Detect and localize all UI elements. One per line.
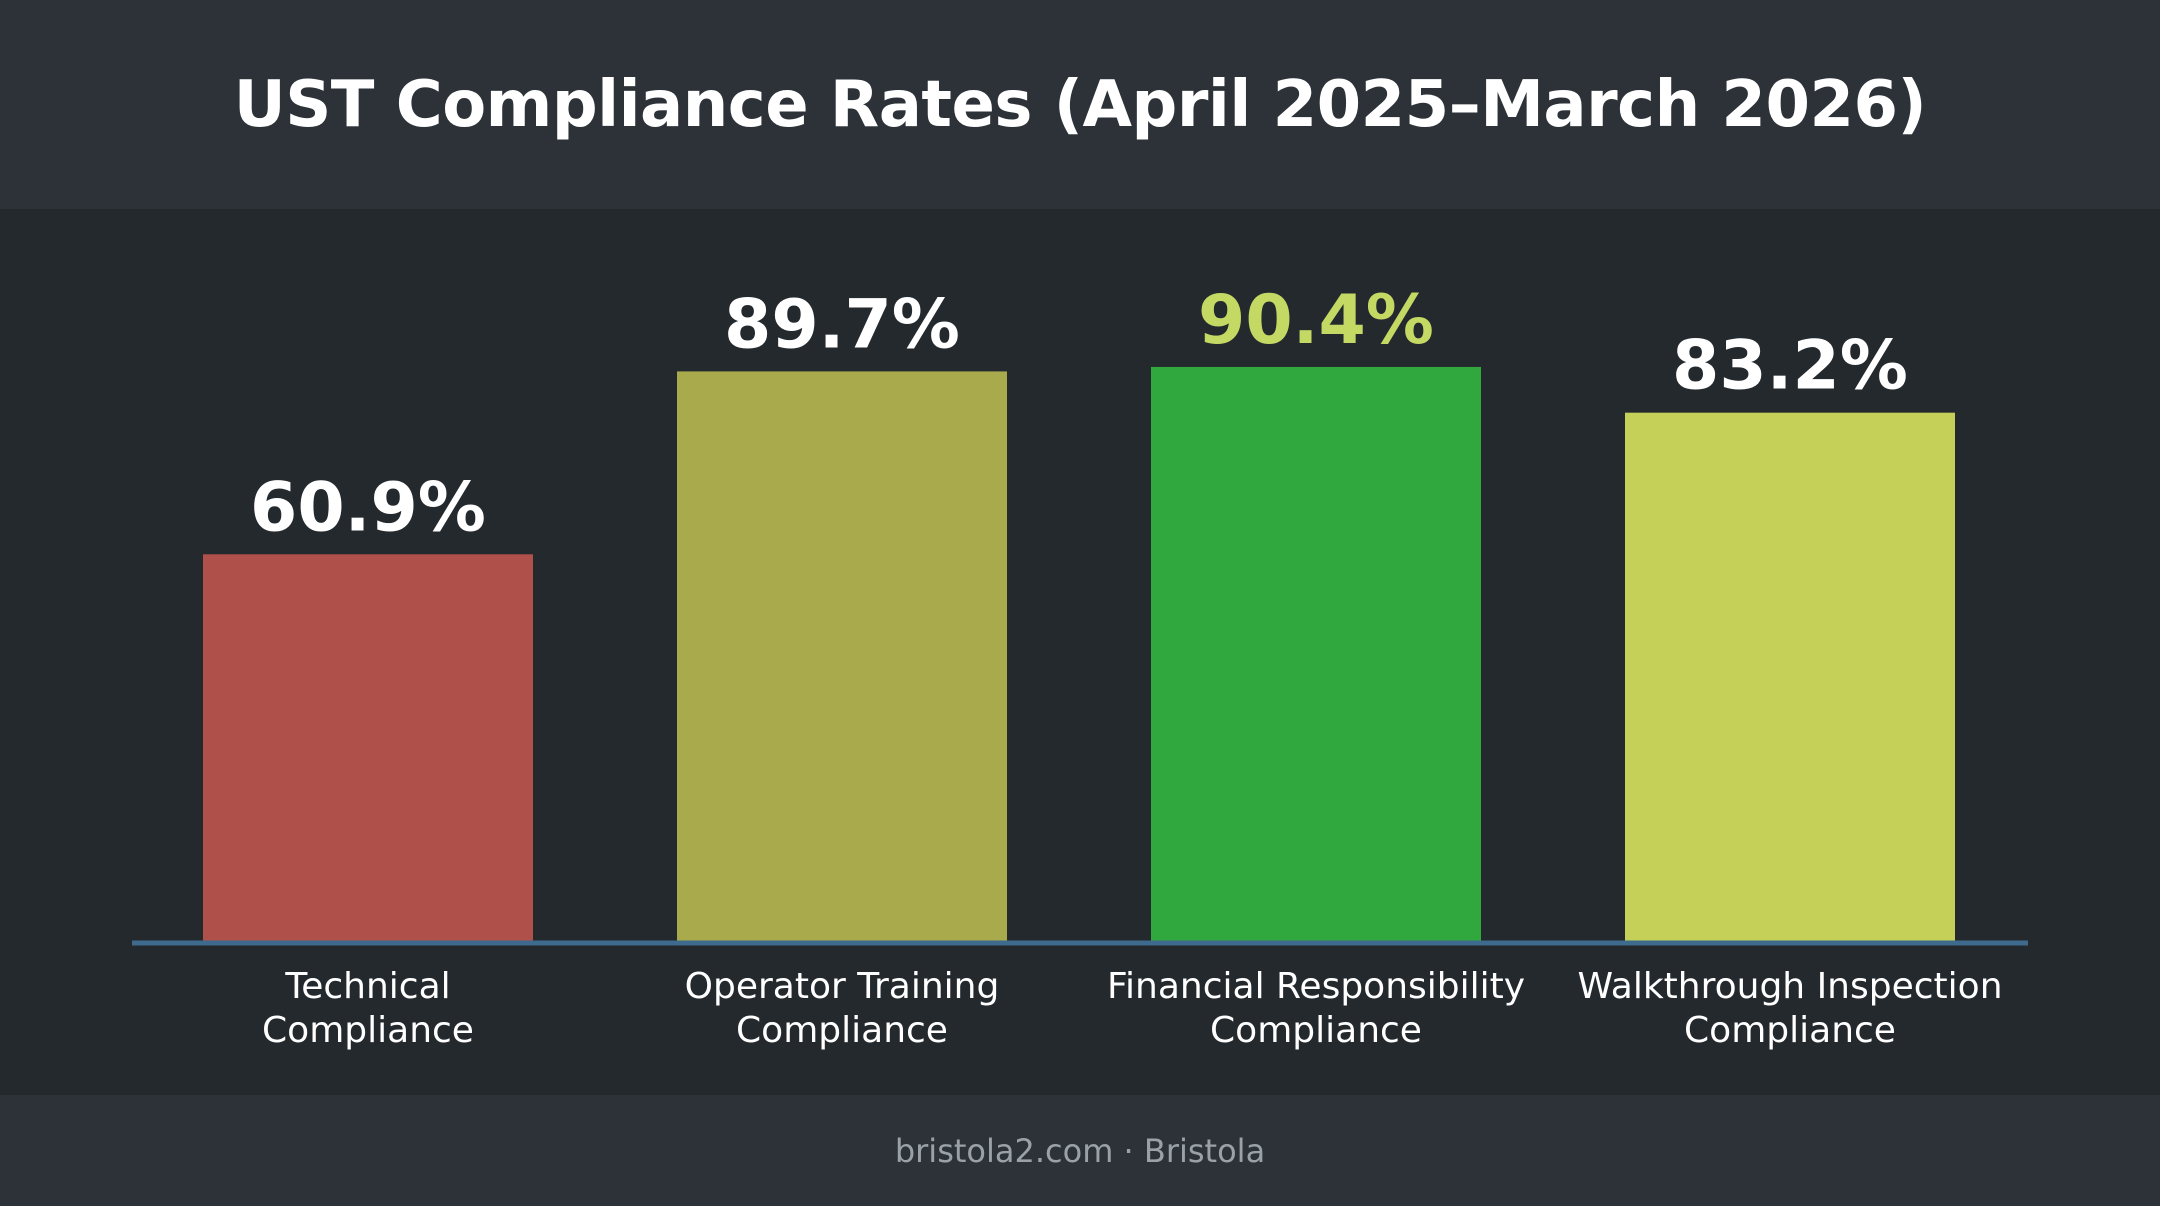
bar-2: [677, 371, 1007, 941]
chart-footer: bristola2.com · Bristola: [0, 1095, 2160, 1206]
bar-1: [203, 554, 533, 941]
data-label-2: 89.7%: [724, 285, 960, 364]
bar-3: [1151, 366, 1481, 941]
bar-4: [1625, 412, 1955, 941]
category-label-3: Financial Responsibility Compliance: [1107, 966, 1525, 1051]
category-label-4: Walkthrough Inspection Compliance: [1577, 966, 2002, 1051]
data-label-1: 60.9%: [250, 468, 486, 547]
chart-header: UST Compliance Rates (April 2025–March 2…: [0, 0, 2160, 209]
plot-area: 60.9% Technical Compliance 89.7% Operator Tr…: [0, 209, 2160, 1095]
category-label-1: Technical Compliance: [262, 966, 474, 1051]
footer-credit: bristola2.com · Bristola: [894, 1131, 1266, 1170]
data-label-3: 90.4%: [1198, 281, 1434, 360]
category-label-2: Operator Training Compliance: [685, 966, 1000, 1051]
data-label-4: 83.2%: [1672, 327, 1908, 406]
chart-title: UST Compliance Rates (April 2025–March 2…: [233, 67, 1927, 142]
bar-chart: 60.9% Technical Compliance 89.7% Operator Tr…: [132, 281, 2028, 1051]
